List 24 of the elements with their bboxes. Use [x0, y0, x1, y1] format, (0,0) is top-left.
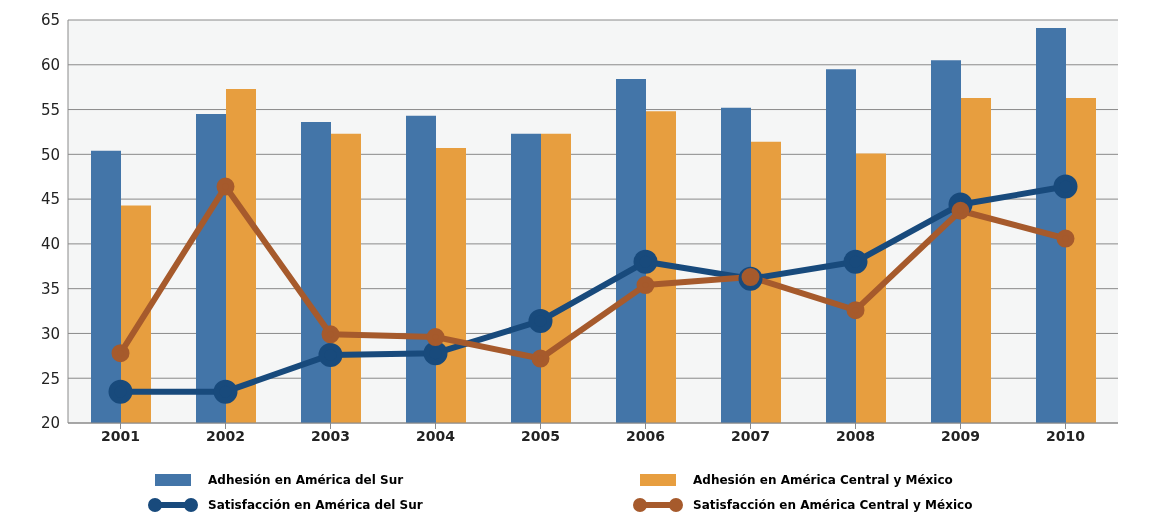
y-tick-label: 65: [40, 11, 60, 30]
y-tick-label: 50: [40, 145, 60, 164]
x-tick-label: 2009: [941, 427, 980, 444]
y-tick-label: 55: [40, 100, 60, 119]
y-tick-label: 25: [40, 369, 60, 388]
x-tick-label: 2004: [416, 427, 456, 444]
x-tick-label: 2007: [731, 427, 770, 444]
y-tick-label: 60: [40, 56, 60, 75]
y-tick-label: 40: [40, 235, 60, 254]
legend-label: Satisfacción en América Central y México: [693, 498, 973, 512]
y-tick-label: 45: [40, 190, 60, 209]
x-tick-label: 2008: [836, 427, 875, 444]
x-tick-label: 2005: [521, 427, 560, 444]
y-tick-label: 30: [40, 324, 60, 343]
legend-label: Adhesión en América Central y México: [693, 473, 953, 487]
y-tick-label: 35: [40, 279, 60, 298]
x-tick-label: 2002: [206, 427, 245, 444]
legend-label: Satisfacción en América del Sur: [208, 498, 423, 512]
x-tick-label: 2001: [101, 427, 140, 444]
y-tick-label: 20: [40, 414, 60, 433]
x-tick-label: 2003: [311, 427, 350, 444]
legend-label: Adhesión en América del Sur: [208, 473, 404, 487]
x-tick-label: 2010: [1046, 427, 1086, 444]
x-tick-label: 2006: [626, 427, 665, 444]
